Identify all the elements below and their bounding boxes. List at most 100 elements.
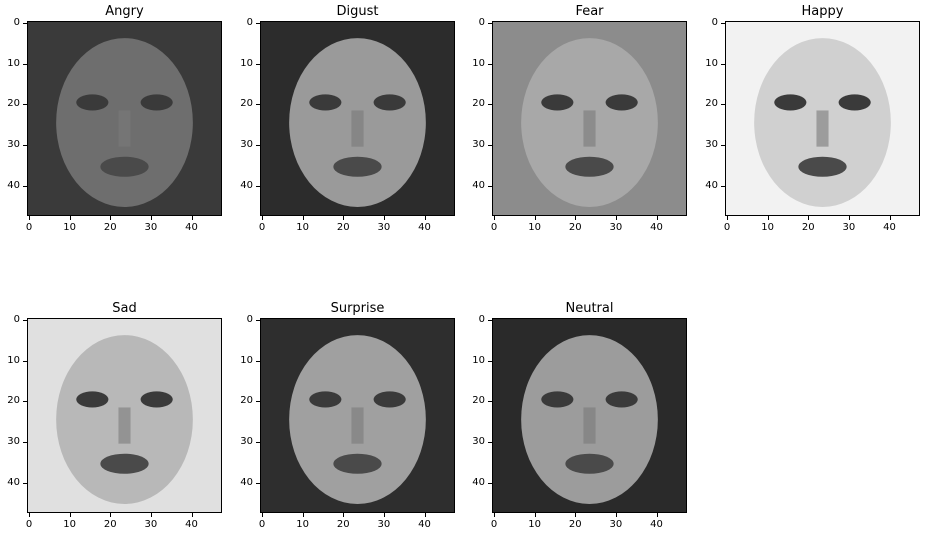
x-tick-label: 10 — [761, 222, 775, 233]
x-tick-label: 0 — [25, 519, 33, 530]
y-tick-mark — [256, 63, 260, 65]
y-tick-mark — [488, 360, 492, 362]
y-tick-label: 20 — [240, 395, 253, 407]
x-tick-label: 20 — [801, 222, 815, 233]
y-tick-label: 0 — [246, 17, 253, 29]
x-tick-mark — [615, 513, 617, 517]
x-tick-label: 20 — [103, 222, 117, 233]
y-tick-mark — [23, 401, 27, 403]
x-tick-mark — [110, 216, 112, 220]
x-tick-mark — [424, 216, 426, 220]
y-tick-label: 40 — [7, 179, 20, 191]
y-tick-label: 20 — [705, 98, 718, 110]
x-tick-mark — [889, 216, 891, 220]
y-tick-mark — [256, 104, 260, 106]
x-tick-mark — [302, 513, 304, 517]
x-tick-mark — [494, 513, 496, 517]
y-tick-mark — [721, 185, 725, 187]
y-tick-mark — [488, 144, 492, 146]
x-tick-mark — [575, 513, 577, 517]
x-tick-label: 30 — [609, 519, 623, 530]
y-tick-mark — [23, 185, 27, 187]
y-tick-label: 40 — [472, 476, 485, 488]
y-tick-label: 40 — [240, 179, 253, 191]
y-tick-label: 10 — [7, 57, 20, 69]
y-tick-mark — [488, 63, 492, 65]
y-tick-label: 30 — [240, 435, 253, 447]
y-tick-mark — [488, 401, 492, 403]
y-tick-mark — [23, 23, 27, 25]
face-image — [28, 22, 221, 215]
x-tick-mark — [656, 513, 658, 517]
x-tick-label: 30 — [144, 222, 158, 233]
y-tick-label: 40 — [472, 179, 485, 191]
y-tick-label: 10 — [240, 354, 253, 366]
y-tick-mark — [488, 441, 492, 443]
face-image — [493, 22, 686, 215]
y-tick-mark — [256, 320, 260, 322]
image-panel-angry: Angry 0 10 20 30 40 0 10 20 30 40 — [7, 4, 267, 261]
x-tick-mark — [302, 216, 304, 220]
x-tick-label: 0 — [490, 222, 498, 233]
y-tick-mark — [23, 320, 27, 322]
x-tick-label: 0 — [723, 222, 731, 233]
face-image — [261, 22, 454, 215]
y-tick-label: 30 — [7, 435, 20, 447]
y-tick-label: 0 — [478, 17, 485, 29]
face-image — [28, 319, 221, 512]
x-tick-mark — [262, 513, 264, 517]
x-tick-label: 10 — [296, 519, 310, 530]
panel-title: Neutral — [565, 301, 614, 316]
y-tick-label: 10 — [472, 354, 485, 366]
y-tick-mark — [256, 144, 260, 146]
panel-title: Sad — [112, 301, 137, 316]
y-tick-mark — [721, 104, 725, 106]
y-tick-label: 30 — [705, 138, 718, 150]
x-tick-mark — [29, 216, 31, 220]
y-tick-mark — [721, 144, 725, 146]
y-tick-label: 30 — [240, 138, 253, 150]
x-tick-label: 30 — [377, 222, 391, 233]
y-tick-mark — [23, 441, 27, 443]
x-tick-label: 10 — [528, 519, 542, 530]
x-tick-label: 20 — [568, 519, 582, 530]
y-tick-mark — [23, 144, 27, 146]
y-tick-label: 0 — [13, 17, 20, 29]
y-tick-label: 0 — [478, 314, 485, 326]
x-tick-mark — [191, 513, 193, 517]
face-image — [493, 319, 686, 512]
x-tick-mark — [767, 216, 769, 220]
y-tick-mark — [23, 360, 27, 362]
y-tick-label: 10 — [7, 354, 20, 366]
image-panel-neutral: Neutral 0 10 20 30 40 0 10 20 30 40 — [472, 301, 732, 558]
x-tick-mark — [534, 513, 536, 517]
x-tick-label: 0 — [258, 519, 266, 530]
face-image-frame — [27, 21, 222, 216]
image-panel-digust: Digust 0 10 20 30 40 0 10 20 30 40 — [240, 4, 500, 261]
y-tick-mark — [256, 401, 260, 403]
x-tick-label: 30 — [609, 222, 623, 233]
x-tick-mark — [69, 513, 71, 517]
panel-title: Fear — [575, 4, 604, 19]
panel-title: Happy — [801, 4, 844, 19]
image-panel-sad: Sad 0 10 20 30 40 0 10 20 30 40 — [7, 301, 267, 558]
y-tick-label: 30 — [472, 138, 485, 150]
y-tick-mark — [488, 185, 492, 187]
x-tick-label: 40 — [185, 222, 198, 233]
x-tick-mark — [534, 216, 536, 220]
x-tick-mark — [343, 216, 345, 220]
x-tick-mark — [494, 216, 496, 220]
y-tick-label: 30 — [7, 138, 20, 150]
y-tick-mark — [256, 185, 260, 187]
y-tick-mark — [256, 360, 260, 362]
y-tick-mark — [256, 23, 260, 25]
x-tick-label: 40 — [418, 519, 431, 530]
y-tick-label: 30 — [472, 435, 485, 447]
x-tick-mark — [262, 216, 264, 220]
y-tick-label: 10 — [705, 57, 718, 69]
x-tick-mark — [150, 216, 152, 220]
x-tick-mark — [383, 216, 385, 220]
x-tick-label: 10 — [296, 222, 310, 233]
x-tick-label: 30 — [377, 519, 391, 530]
panel-title: Angry — [105, 4, 144, 19]
